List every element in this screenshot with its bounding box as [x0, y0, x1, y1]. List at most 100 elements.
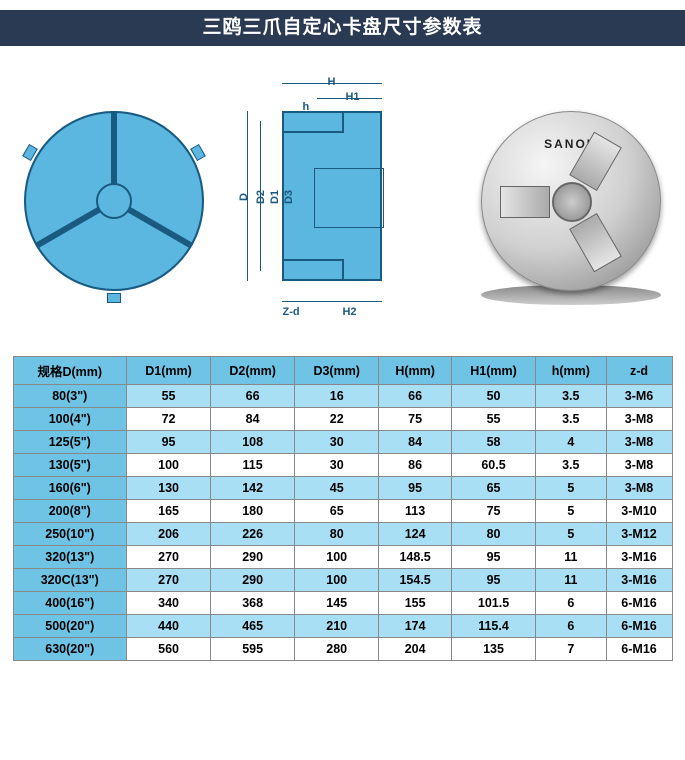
spec-value-cell: 3-M10	[606, 500, 672, 523]
spec-value-cell: 80	[295, 523, 379, 546]
spec-value-cell: 440	[127, 615, 211, 638]
spec-value-cell: 142	[211, 477, 295, 500]
spec-value-cell: 3-M8	[606, 454, 672, 477]
table-body: 80(3")55661666503.53-M6100(4")7284227555…	[13, 385, 672, 661]
spec-value-cell: 6-M16	[606, 638, 672, 661]
spec-value-cell: 95	[127, 431, 211, 454]
title-text: 三鸥三爪自定心卡盘尺寸参数表	[202, 17, 482, 38]
spec-value-cell: 180	[211, 500, 295, 523]
spec-value-cell: 290	[211, 546, 295, 569]
step-icon	[284, 113, 344, 133]
spec-value-cell: 66	[211, 385, 295, 408]
spec-value-cell: 58	[451, 431, 535, 454]
spec-model-cell: 160(6")	[13, 477, 127, 500]
side-view-diagram: H H1 h D D2 D1 D3 Z-d H2	[232, 61, 452, 341]
spec-value-cell: 86	[379, 454, 452, 477]
spec-value-cell: 210	[295, 615, 379, 638]
table-row: 125(5")9510830845843-M8	[13, 431, 672, 454]
table-row: 100(4")72842275553.53-M8	[13, 408, 672, 431]
spec-value-cell: 6	[536, 615, 606, 638]
spec-value-cell: 45	[295, 477, 379, 500]
spec-value-cell: 560	[127, 638, 211, 661]
spec-value-cell: 84	[211, 408, 295, 431]
spec-value-cell: 11	[536, 546, 606, 569]
center-hub-icon	[96, 183, 132, 219]
spec-model-cell: 125(5")	[13, 431, 127, 454]
cross-section-body	[282, 111, 382, 281]
spec-value-cell: 206	[127, 523, 211, 546]
dim-line	[247, 111, 248, 281]
table-row: 80(3")55661666503.53-M6	[13, 385, 672, 408]
photo-center-icon	[552, 182, 592, 222]
spec-value-cell: 3-M8	[606, 431, 672, 454]
spec-value-cell: 204	[379, 638, 452, 661]
dim-D: D	[238, 193, 250, 201]
page-title: 三鸥三爪自定心卡盘尺寸参数表	[0, 10, 685, 46]
bore-icon	[314, 168, 384, 228]
col-header: D2(mm)	[211, 357, 295, 385]
spec-value-cell: 3-M12	[606, 523, 672, 546]
spec-value-cell: 22	[295, 408, 379, 431]
front-view-diagram	[14, 101, 214, 301]
spec-value-cell: 55	[127, 385, 211, 408]
spec-value-cell: 4	[536, 431, 606, 454]
spec-value-cell: 270	[127, 546, 211, 569]
spec-model-cell: 100(4")	[13, 408, 127, 431]
spec-value-cell: 30	[295, 454, 379, 477]
table-header: 规格D(mm)D1(mm)D2(mm)D3(mm)H(mm)H1(mm)h(mm…	[13, 357, 672, 385]
spec-value-cell: 3.5	[536, 385, 606, 408]
dim-D3: D3	[284, 190, 296, 204]
spec-value-cell: 148.5	[379, 546, 452, 569]
spec-value-cell: 113	[379, 500, 452, 523]
spec-value-cell: 50	[451, 385, 535, 408]
dim-Zd: Z-d	[282, 306, 299, 318]
spec-value-cell: 84	[379, 431, 452, 454]
spec-value-cell: 124	[379, 523, 452, 546]
spec-value-cell: 100	[127, 454, 211, 477]
spec-value-cell: 465	[211, 615, 295, 638]
spec-value-cell: 5	[536, 477, 606, 500]
photo-jaw-icon	[569, 213, 622, 272]
spec-value-cell: 95	[451, 546, 535, 569]
dim-line	[260, 121, 261, 271]
col-header: H1(mm)	[451, 357, 535, 385]
dim-D2: D2	[256, 190, 268, 204]
dim-line	[282, 83, 382, 84]
spec-value-cell: 5	[536, 523, 606, 546]
photo-jaw-icon	[500, 186, 550, 218]
spec-value-cell: 165	[127, 500, 211, 523]
spec-value-cell: 60.5	[451, 454, 535, 477]
spec-model-cell: 250(10")	[13, 523, 127, 546]
spec-value-cell: 75	[379, 408, 452, 431]
table-row: 200(8")165180651137553-M10	[13, 500, 672, 523]
spec-value-cell: 145	[295, 592, 379, 615]
spec-model-cell: 630(20")	[13, 638, 127, 661]
spec-value-cell: 72	[127, 408, 211, 431]
table-row: 320(13")270290100148.595113-M16	[13, 546, 672, 569]
spec-value-cell: 80	[451, 523, 535, 546]
col-header: H(mm)	[379, 357, 452, 385]
spec-value-cell: 115.4	[451, 615, 535, 638]
spec-value-cell: 270	[127, 569, 211, 592]
product-photo: SANOU	[471, 101, 671, 301]
spec-value-cell: 101.5	[451, 592, 535, 615]
dim-h: h	[302, 101, 309, 113]
spec-value-cell: 100	[295, 546, 379, 569]
spec-value-cell: 154.5	[379, 569, 452, 592]
spec-value-cell: 30	[295, 431, 379, 454]
spec-value-cell: 595	[211, 638, 295, 661]
spec-value-cell: 95	[379, 477, 452, 500]
spec-model-cell: 320C(13")	[13, 569, 127, 592]
dim-D1: D1	[270, 190, 282, 204]
dim-H2: H2	[342, 306, 356, 318]
spec-value-cell: 226	[211, 523, 295, 546]
spec-value-cell: 6-M16	[606, 592, 672, 615]
spec-value-cell: 3-M6	[606, 385, 672, 408]
spec-model-cell: 200(8")	[13, 500, 127, 523]
spec-value-cell: 100	[295, 569, 379, 592]
spec-value-cell: 3-M8	[606, 408, 672, 431]
dim-line	[317, 98, 382, 99]
table-row: 160(6")13014245956553-M8	[13, 477, 672, 500]
spec-value-cell: 95	[451, 569, 535, 592]
spec-value-cell: 65	[295, 500, 379, 523]
